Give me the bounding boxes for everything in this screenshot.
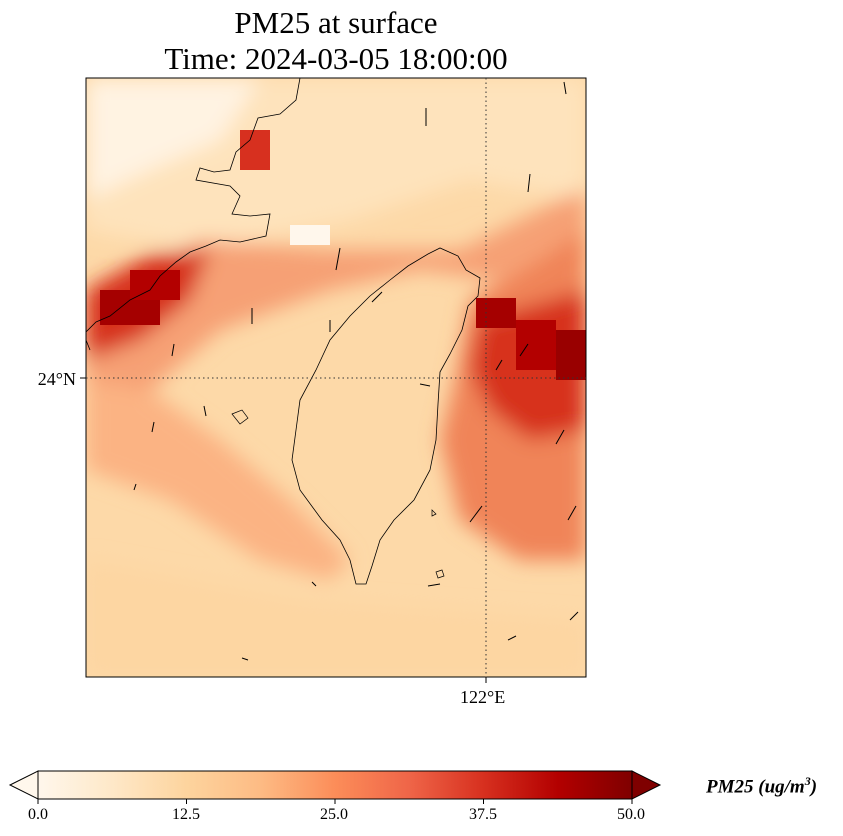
lat-tick-label: 24°N	[37, 369, 76, 389]
colorbar-extend-min	[8, 770, 39, 800]
colorbar-tick-label: 37.5	[469, 806, 497, 823]
map-title-line-2: Time: 2024-03-05 18:00:00	[164, 41, 508, 76]
colorbar-tick-label: 0.0	[28, 806, 48, 823]
colorbar-extend-max	[631, 770, 662, 800]
colorbar-ticks	[37, 799, 633, 804]
wind-vectors	[133, 81, 579, 661]
lon-tick-label: 122°E	[460, 687, 506, 707]
colorbar-label: PM25 (ug/m3)	[706, 774, 818, 798]
colorbar-tick-label: 12.5	[172, 806, 200, 823]
map-title-line-1: PM25 at surface	[234, 5, 438, 40]
island-green	[431, 509, 437, 517]
taiwan-coastline	[291, 247, 481, 585]
colorbar-gradient	[38, 771, 632, 799]
colorbar	[8, 770, 662, 804]
island-penghu	[231, 409, 249, 425]
island-orchid	[435, 569, 445, 579]
colorbar-tick-label: 25.0	[320, 806, 348, 823]
china-coastline	[86, 78, 301, 351]
colorbar-tick-label: 50.0	[617, 806, 645, 823]
pm25-field	[86, 78, 586, 677]
